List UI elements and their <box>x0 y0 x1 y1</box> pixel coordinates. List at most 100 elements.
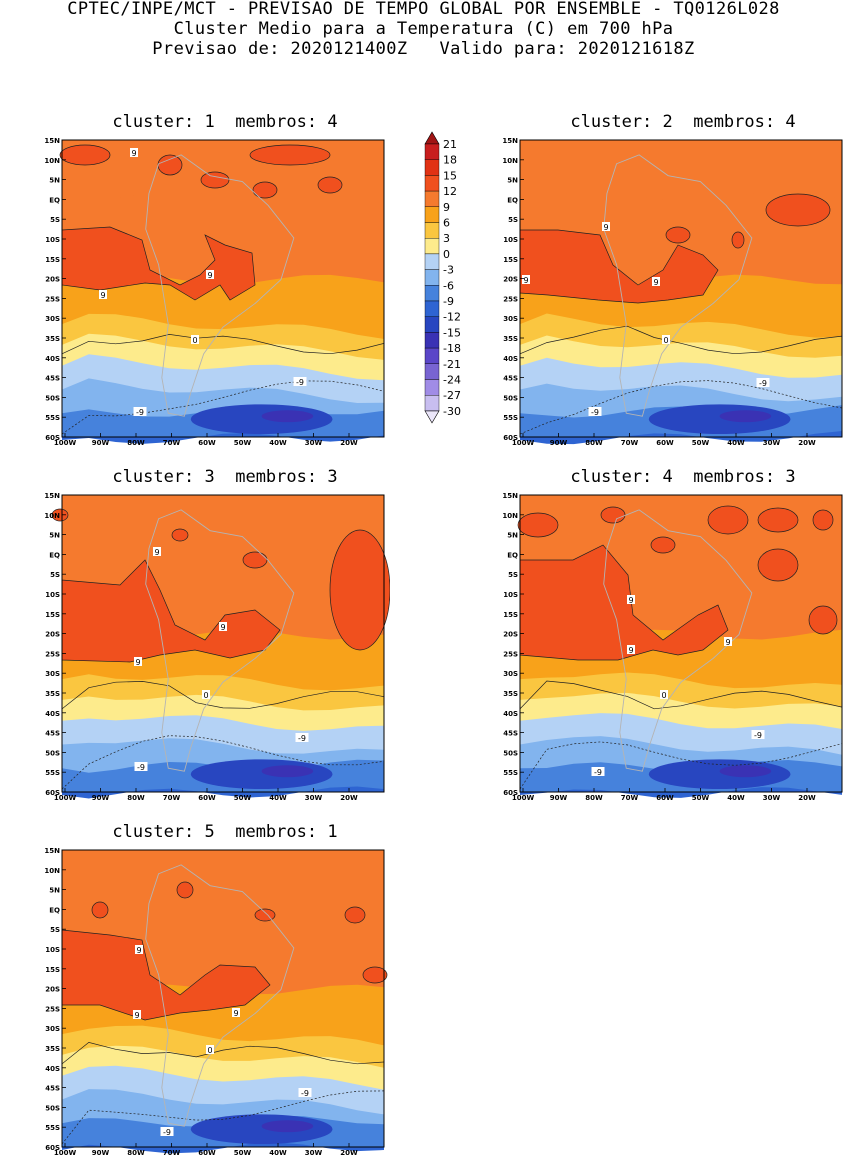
contour-label-bg <box>662 335 670 344</box>
colorbar-label: 6 <box>443 217 450 230</box>
lat-label: EQ <box>49 906 60 914</box>
colorbar-label: -21 <box>443 358 461 371</box>
lon-label: 60W <box>656 794 674 800</box>
lat-label: EQ <box>507 196 518 204</box>
colorbar-label: 15 <box>443 169 457 182</box>
temperature-band <box>62 432 384 444</box>
contour-label-bg <box>660 690 668 699</box>
contour-label-bg <box>295 733 309 742</box>
warm-blob <box>254 908 276 922</box>
cold-core-inner <box>261 1120 314 1133</box>
cold-core-inner <box>719 765 772 778</box>
contour-label: 0 <box>207 1046 212 1055</box>
lat-label: 45S <box>503 730 518 738</box>
lat-label: 5N <box>49 887 60 895</box>
lon-label: 60W <box>656 439 674 445</box>
cold-core <box>648 759 791 790</box>
cold-core-inner <box>261 765 314 778</box>
lat-label: 20S <box>45 276 60 284</box>
contour-label-bg <box>724 637 732 646</box>
lat-label: 15N <box>44 847 60 855</box>
lat-label: 35S <box>45 1045 60 1053</box>
contour-label: 0 <box>663 336 668 345</box>
colorbar-swatch <box>424 253 440 270</box>
lon-label: 100W <box>54 439 77 445</box>
lon-label: 100W <box>512 794 535 800</box>
lon-label: 60W <box>198 439 216 445</box>
colorbar-swatch <box>424 332 440 349</box>
warm-blob <box>600 506 626 524</box>
colorbar-swatch <box>424 300 440 317</box>
lat-label: 10S <box>45 946 60 954</box>
lat-label: 55S <box>503 414 518 422</box>
warm-blob <box>91 901 109 919</box>
map-frame <box>519 494 843 793</box>
map-panel-4: 9 9 9 0 -9 -9 15N 10N 5N EQ 5S 10S 15S 20S 25S 30S 35S 40… <box>502 492 843 800</box>
lat-label: EQ <box>49 196 60 204</box>
contour-label: -9 <box>594 768 602 777</box>
map-panel-3: 9 9 9 0 -9 -9 15N 10N 5N EQ 5S 10S 15S 20S 25S 30S 35S 40… <box>44 492 390 800</box>
lon-label: 50W <box>234 1149 252 1155</box>
colorbar-swatch <box>424 159 440 176</box>
lat-label: 20S <box>45 986 60 994</box>
lon-label: 70W <box>621 439 639 445</box>
colorbar-label: 18 <box>443 154 457 167</box>
contour-label-bg <box>133 1010 141 1019</box>
lat-label: 40S <box>503 710 518 718</box>
colorbar-label: -15 <box>443 326 461 339</box>
contour-label-bg <box>627 645 635 654</box>
warm-blob <box>317 176 343 194</box>
lon-label: 70W <box>163 794 181 800</box>
lat-label: 10S <box>503 591 518 599</box>
colorbar-arrow-top <box>424 131 440 145</box>
contour-label-bg <box>522 275 530 284</box>
lat-label: 25S <box>45 1005 60 1013</box>
temperature-band <box>62 1142 384 1154</box>
header-subtitle: Cluster Medio para a Temperatura (C) em … <box>173 19 674 39</box>
lat-label: 40S <box>45 1065 60 1073</box>
lat-label: 40S <box>503 355 518 363</box>
lon-label: 20W <box>340 439 358 445</box>
lat-label: 20S <box>503 276 518 284</box>
warm-blob <box>329 529 390 651</box>
lat-label: 50S <box>503 749 518 757</box>
lon-label: 60W <box>198 1149 216 1155</box>
lat-label: 20S <box>503 631 518 639</box>
colorbar-swatch <box>424 222 440 239</box>
contour-label-bg <box>135 945 143 954</box>
cold-core <box>190 404 333 435</box>
lat-label: 5S <box>508 216 518 224</box>
cold-core-inner <box>261 410 314 423</box>
contour-label-bg <box>153 547 161 556</box>
contour-label-bg <box>134 762 148 771</box>
warm-blob <box>242 551 268 569</box>
contour-label: -9 <box>754 731 762 740</box>
warm-blob <box>757 548 799 582</box>
minus9-contour <box>61 735 385 790</box>
lat-label: 35S <box>45 335 60 343</box>
colorbar-label: -12 <box>443 311 461 324</box>
contour-label-bg <box>591 767 605 776</box>
lat-label: 60S <box>45 789 60 797</box>
map-frame <box>61 849 385 1148</box>
warm-region <box>519 544 729 661</box>
map-panel-2: 9 9 9 0 -9 -9 15N 10N 5N EQ 5S 10S 15S 20S 25S 30S 35S 40… <box>502 137 843 445</box>
lon-label: 80W <box>127 794 145 800</box>
zero-contour <box>61 681 385 710</box>
lon-label: 80W <box>585 439 603 445</box>
colorbar-legend: 21 18 15 12 9 6 3 0 -3 -6 -9 -12 -15 -18 -21 -24 -27 -30 <box>424 131 461 424</box>
panel-3-title: cluster: 3 membros: 3 <box>112 467 338 487</box>
panel-5-title: cluster: 5 membros: 1 <box>112 822 338 842</box>
warm-blob <box>650 536 676 554</box>
warm-blob <box>51 508 69 522</box>
lat-label: 50S <box>45 1104 60 1112</box>
lon-label: 50W <box>692 439 710 445</box>
warm-blob <box>808 605 838 635</box>
colorbar-label: -30 <box>443 405 461 418</box>
lat-label: 50S <box>503 394 518 402</box>
lon-label: 70W <box>163 439 181 445</box>
lat-label: 30S <box>503 670 518 678</box>
warm-blob <box>362 966 388 984</box>
colorbar-swatch <box>424 316 440 333</box>
cold-core <box>190 759 333 790</box>
